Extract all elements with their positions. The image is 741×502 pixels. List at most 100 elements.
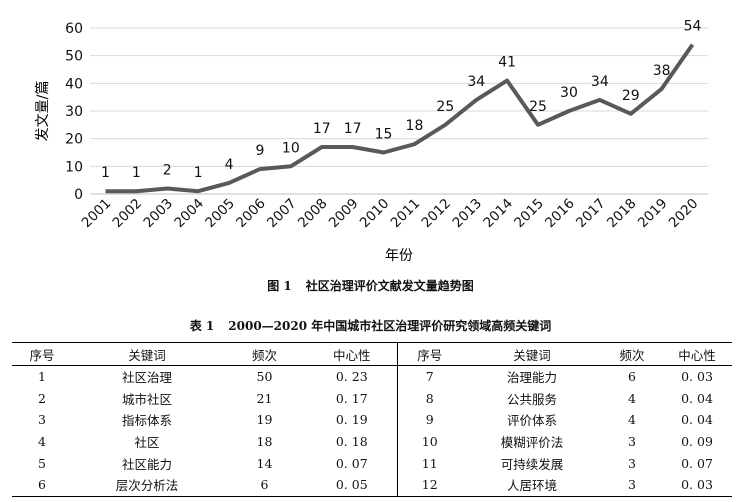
data-label: 15	[375, 127, 393, 143]
table-cell: 8	[425, 390, 434, 406]
table-body: 1 社区治理 50 0. 23 7 治理能力 6 0. 03 2 城市社区 21…	[12, 365, 732, 497]
table-cell: 模糊评价法	[500, 435, 564, 451]
x-tick-label: 2011	[388, 196, 424, 232]
x-tick-label: 2006	[233, 196, 269, 232]
table-row: 2 城市社区 21 0. 17 8 公共服务 4 0. 04	[12, 387, 732, 410]
data-label: 1	[132, 165, 141, 181]
table-cell: 7	[425, 369, 434, 385]
data-label: 38	[653, 63, 671, 79]
x-tick-label: 2009	[326, 196, 362, 232]
table-cell: 4	[38, 434, 46, 450]
header-cell: 频次	[222, 342, 307, 366]
table-cell: 公共服务	[506, 391, 557, 407]
table-caption-label: 表 1	[189, 319, 215, 333]
keyword-table: 序号 关键词 频次 中心性 序号 关键词 频次 中心性 1 社区治理 50 0.…	[12, 342, 732, 497]
table-cell: 可持续发展	[500, 456, 564, 472]
series-line	[105, 43, 695, 194]
data-label: 34	[591, 74, 609, 90]
table-cell: 0. 04	[681, 390, 713, 406]
x-axis-title: 年份	[385, 248, 413, 264]
x-tick-label: 2008	[295, 196, 331, 232]
x-tick-label: 2017	[573, 196, 609, 232]
table-cell: 6	[12, 473, 72, 497]
table-cell: 城市社区	[121, 391, 172, 407]
data-label: 54	[684, 19, 702, 35]
x-tick-label: 2004	[171, 196, 207, 232]
y-axis-title: 发文量/篇	[35, 81, 51, 142]
x-tick-label: 2018	[604, 196, 640, 232]
table-cell: 0. 03	[681, 369, 713, 385]
x-tick-label: 2005	[202, 196, 238, 232]
x-tick-label: 2012	[419, 196, 455, 232]
x-tick-label: 2019	[635, 196, 671, 232]
table-cell: 3	[38, 412, 46, 428]
table-cell: 0. 04	[681, 412, 713, 428]
data-label: 2	[163, 162, 172, 178]
table-cell: 3	[628, 455, 636, 471]
table-cell: 治理能力	[506, 370, 557, 386]
table-row: 1 社区治理 50 0. 23 7 治理能力 6 0. 03	[12, 365, 732, 388]
table-cell: 4	[628, 390, 636, 406]
data-label: 29	[622, 88, 640, 104]
x-tick-label: 2002	[110, 196, 146, 232]
data-label: 17	[313, 121, 331, 137]
table-cell: 10	[421, 434, 438, 450]
x-tick-label: 2001	[79, 196, 115, 232]
table-cell: 人居环境	[462, 473, 602, 497]
data-label: 25	[529, 99, 547, 115]
table-cell: 0. 18	[307, 430, 398, 453]
table-cell: 21	[256, 390, 273, 406]
table-cell: 0. 09	[681, 434, 713, 450]
table-cell: 3	[628, 434, 636, 450]
table-cell: 11	[421, 455, 438, 471]
header-cell: 中心性	[662, 342, 732, 366]
data-label: 1	[101, 165, 110, 181]
data-label: 9	[255, 143, 264, 159]
y-tick-label: 40	[65, 76, 83, 92]
table-cell: 3	[602, 473, 662, 497]
data-label: 25	[436, 99, 454, 115]
data-label: 18	[406, 118, 424, 134]
table-cell: 1	[38, 369, 46, 385]
table-cell: 社区能力	[121, 456, 172, 472]
header-cell: 序号	[12, 342, 72, 366]
table-cell: 18	[256, 434, 273, 450]
x-tick-label: 2015	[511, 196, 547, 232]
table-row: 6 层次分析法 6 0. 05 12 人居环境 3 0. 03	[12, 473, 732, 497]
y-tick-label: 30	[65, 104, 83, 120]
y-tick-label: 20	[65, 132, 83, 148]
figure-caption-text: 社区治理评价文献发文量趋势图	[305, 279, 474, 293]
table-cell: 6	[222, 473, 307, 497]
table-header: 序号 关键词 频次 中心性 序号 关键词 频次 中心性	[12, 342, 732, 366]
table-cell: 指标体系	[121, 413, 172, 429]
table-row: 3 指标体系 19 0. 19 9 评价体系 4 0. 04	[12, 409, 732, 431]
x-axis-ticks: 2001200220032004200520062007200820092010…	[79, 196, 702, 232]
data-label: 34	[467, 74, 485, 90]
data-label: 17	[344, 121, 362, 137]
table-cell: 6	[628, 369, 636, 385]
x-tick-label: 2016	[542, 196, 578, 232]
data-label: 10	[282, 140, 300, 156]
table-caption-text: 2000—2020 年中国城市社区治理评价研究领域高频关键词	[228, 319, 552, 333]
header-cell: 中心性	[307, 342, 398, 366]
table-cell: 0. 19	[307, 409, 398, 431]
table-row: 4 社区 18 0. 18 10 模糊评价法 3 0. 09	[12, 430, 732, 453]
data-label: 41	[498, 55, 516, 71]
table-row: 5 社区能力 14 0. 07 11 可持续发展 3 0. 07	[12, 452, 732, 474]
table-cell: 2	[38, 390, 46, 406]
figure-caption-label: 图 1	[267, 279, 292, 293]
header-cell: 序号	[397, 342, 462, 366]
table-caption: 表 1 2000—2020 年中国城市社区治理评价研究领域高频关键词	[0, 317, 741, 334]
figure-caption: 图 1 社区治理评价文献发文量趋势图	[0, 277, 741, 294]
table-cell: 19	[256, 412, 273, 428]
table-cell: 0. 03	[662, 473, 732, 497]
table-cell: 14	[256, 455, 273, 471]
table-cell: 0. 17	[307, 387, 398, 410]
table-cell: 5	[38, 455, 46, 471]
table-cell: 50	[256, 369, 273, 385]
y-tick-label: 50	[65, 49, 83, 65]
table-cell: 0. 07	[681, 455, 713, 471]
x-tick-label: 2013	[449, 196, 485, 232]
data-label: 30	[560, 85, 578, 101]
